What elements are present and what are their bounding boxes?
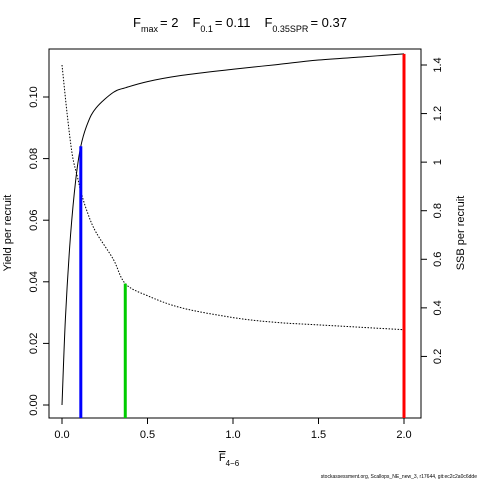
x-axis: 0.0 0.5 1.0 1.5 2.0 (54, 418, 412, 441)
y-axis-left-label: Yield per recruit (2, 195, 14, 272)
plot-frame (48, 48, 422, 419)
title-f01-sub: 0.1 (200, 24, 213, 34)
y-axis-right-label: SSB per recruit (455, 196, 467, 271)
x-tick-label: 0.5 (140, 429, 155, 441)
y-left-tick-label: 0.06 (28, 209, 40, 230)
y-left-tick-label: 0.02 (28, 333, 40, 354)
y-axis-left: 0.00 0.02 0.04 0.06 0.08 0.10 (28, 86, 49, 416)
y-left-tick-label: 0.04 (28, 271, 40, 292)
title-f01-value: = 0.11 (215, 15, 251, 30)
x-tick-label: 1.0 (225, 429, 240, 441)
ssb-per-recruit-curve (61, 64, 405, 331)
title-fmax-sub: max (141, 24, 159, 34)
title-f01-symbol: F (192, 15, 200, 30)
y-left-tick-label: 0.08 (28, 148, 40, 169)
title-fmax-value: = 2 (160, 15, 178, 30)
title-fspr-value: = 0.37 (310, 15, 347, 30)
x-axis-label-main: F (219, 452, 226, 464)
x-axis-label: F4−6 (219, 452, 240, 468)
title-fspr-sub: 0.35SPR (272, 24, 309, 34)
y-right-tick-label: 1.4 (432, 57, 444, 72)
y-right-tick-label: 0.6 (432, 252, 444, 267)
x-tick-label: 2.0 (396, 429, 411, 441)
y-left-tick-label: 0.10 (28, 86, 40, 107)
x-tick-label: 1.5 (311, 429, 326, 441)
yield-per-recruit-curve (61, 53, 405, 406)
series-layer (61, 53, 405, 406)
y-right-tick-label: 0.2 (432, 349, 444, 364)
reference-lines (79, 53, 406, 418)
y-right-tick-label: 1.2 (432, 106, 444, 121)
x-tick-label: 0.0 (54, 429, 69, 441)
y-left-tick-label: 0.00 (28, 394, 40, 415)
x-axis-label-sub: 4−6 (226, 459, 240, 468)
title-fspr-symbol: F (264, 15, 272, 30)
title-fmax-symbol: F (133, 15, 141, 30)
y-axis-right: 0.2 0.4 0.6 0.8 1 1.2 1.4 (421, 57, 444, 364)
footer-note: stockassessment.org, Scallops_NE_new_3, … (321, 474, 477, 480)
y-right-tick-label: 1 (432, 159, 444, 165)
y-right-tick-label: 0.8 (432, 203, 444, 218)
chart-title: Fmax = 2 F0.1 = 0.11 F0.35SPR = 0.37 (133, 15, 347, 34)
y-right-tick-label: 0.4 (432, 300, 444, 315)
